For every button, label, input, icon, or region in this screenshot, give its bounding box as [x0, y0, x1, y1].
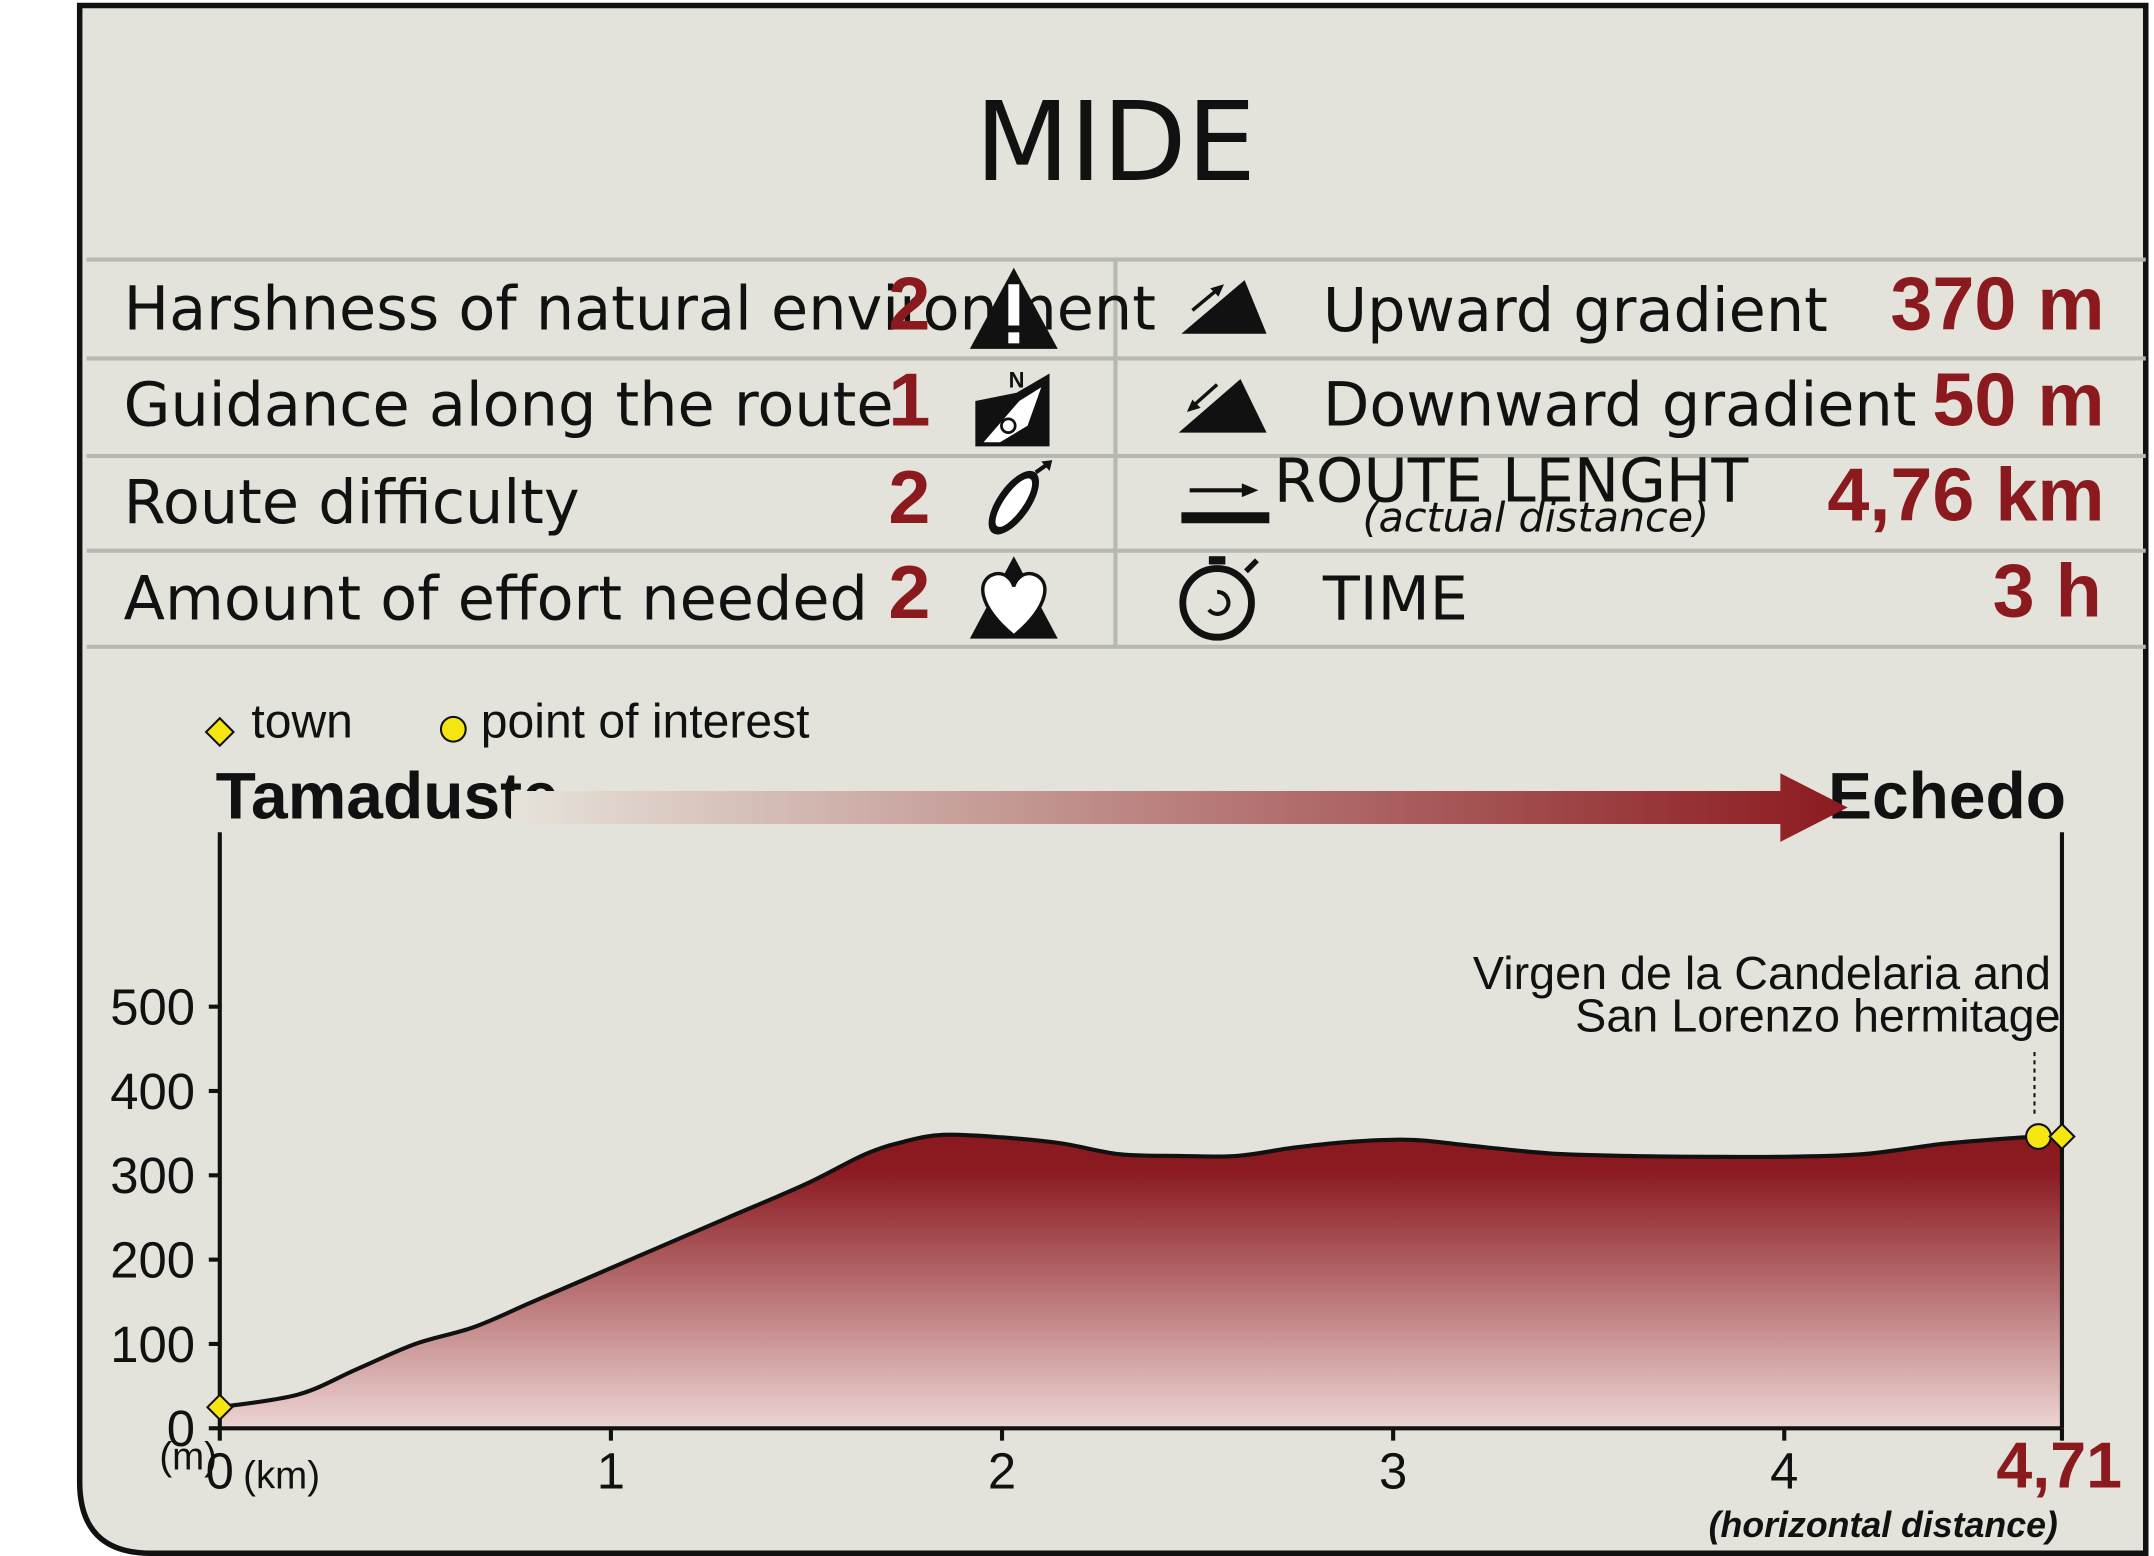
y-tick-label: 400 [110, 1063, 195, 1120]
guidance-value: 1 [888, 359, 930, 443]
legend: town point of interest [204, 694, 810, 748]
poi-legend-marker [439, 715, 467, 743]
guidance-label: Guidance along the route [124, 371, 894, 441]
effort-label: Amount of effort needed [124, 564, 868, 634]
y-tick-label: 300 [110, 1147, 195, 1204]
x-tick-label: 0 [206, 1443, 234, 1500]
row-time: TIME 3 h [1179, 550, 2102, 641]
heart-mountain-icon [969, 556, 1058, 639]
direction-arrow [511, 773, 1848, 842]
row-effort: Amount of effort needed 2 [124, 551, 1058, 639]
elevation-line [219, 1132, 2062, 1410]
page-title: MIDE [975, 78, 1256, 206]
row-harshness: Harshness of natural environment 2 [124, 263, 1156, 349]
svg-text:N: N [1009, 367, 1025, 392]
y-ticks: 0 100 200 300 400 500 [110, 979, 220, 1457]
elevation-area [219, 1134, 2062, 1429]
y-tick-label: 100 [110, 1316, 195, 1373]
downhill-icon [1178, 379, 1267, 433]
row-guidance: Guidance along the route 1 N [124, 359, 1050, 447]
poi-legend-label: point of interest [481, 694, 810, 748]
town-marker [205, 1393, 234, 1422]
poi-label-line-2: San Lorenzo hermitage [1575, 989, 2060, 1041]
town-legend-label: town [251, 694, 353, 748]
route-length-sublabel: (actual distance) [1363, 493, 1710, 541]
route-direction: Tamaduste Echedo [216, 759, 2066, 842]
time-value: 3 h [1993, 550, 2102, 634]
x-end-label: 4,71 [1996, 1429, 2122, 1501]
downward-gradient-value: 50 m [1932, 359, 2104, 443]
poi-label-line-1: Virgen de la Candelaria and [1473, 947, 2051, 999]
route-length-value: 4,76 km [1827, 454, 2104, 538]
x-axis-note: (horizontal distance) [1709, 1505, 2058, 1545]
effort-value: 2 [888, 551, 930, 635]
town-legend-marker [204, 716, 235, 748]
route-length-label: ROUTE LENGHT [1274, 446, 1749, 516]
y-tick-label: 200 [110, 1231, 195, 1288]
x-ticks: 0 1 2 3 4 [206, 1428, 2065, 1500]
stopwatch-icon [1179, 556, 1259, 641]
upward-gradient-value: 370 m [1890, 263, 2104, 347]
x-tick-label: 2 [988, 1443, 1016, 1500]
end-place: Echedo [1828, 759, 2066, 833]
compass-map-icon: N [975, 367, 1050, 447]
start-place: Tamaduste [216, 759, 559, 833]
footprint-icon [988, 460, 1053, 535]
y-tick-label: 500 [110, 979, 195, 1036]
row-difficulty: Route difficulty 2 [124, 456, 1053, 540]
mide-right-rows: Upward gradient 370 m Downward gradient … [1178, 263, 2105, 641]
elevation-chart: 0 100 200 300 400 500 0 1 2 3 4 (m) (km) 4,71 (ho… [110, 832, 2122, 1545]
distance-arrow-icon [1181, 483, 1270, 524]
upward-gradient-label: Upward gradient [1323, 276, 1828, 346]
mide-left-rows: Harshness of natural environment 2 Guida… [124, 263, 1156, 639]
poi-marker [2025, 1123, 2052, 1150]
row-upward-gradient: Upward gradient 370 m [1181, 263, 2105, 347]
harshness-value: 2 [888, 263, 930, 347]
x-tick-label: 4 [1770, 1443, 1798, 1500]
downward-gradient-label: Downward gradient [1323, 371, 1917, 441]
difficulty-label: Route difficulty [124, 468, 580, 538]
x-tick-label: 1 [597, 1443, 625, 1500]
uphill-icon [1181, 280, 1267, 334]
warning-icon [969, 267, 1058, 349]
y-unit-label: (m) [159, 1435, 217, 1478]
difficulty-value: 2 [888, 456, 930, 540]
y-tick-label: 0 [167, 1400, 195, 1457]
row-route-length: ROUTE LENGHT (actual distance) 4,76 km [1181, 446, 2105, 541]
row-downward-gradient: Downward gradient 50 m [1178, 359, 2105, 443]
time-label: TIME [1322, 564, 1468, 634]
mide-table-grid [86, 257, 2146, 649]
x-tick-label: 3 [1379, 1443, 1407, 1500]
route-markers [205, 1122, 2076, 1422]
town-marker [2048, 1122, 2076, 1151]
x-unit-label: (km) [243, 1455, 320, 1498]
